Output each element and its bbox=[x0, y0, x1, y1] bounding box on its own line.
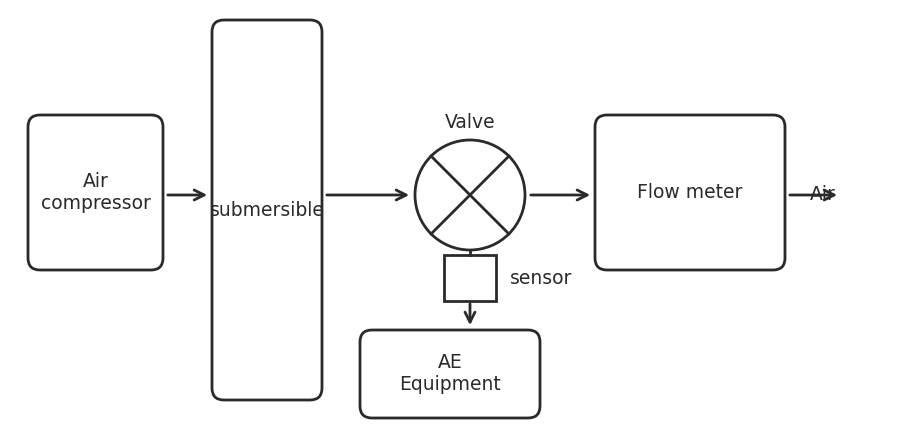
Bar bbox=[443, 255, 496, 301]
Text: AE
Equipment: AE Equipment bbox=[399, 354, 500, 395]
FancyBboxPatch shape bbox=[212, 20, 321, 400]
Text: Flow meter: Flow meter bbox=[637, 183, 742, 202]
FancyBboxPatch shape bbox=[359, 330, 539, 418]
Text: Air
compressor: Air compressor bbox=[41, 172, 150, 213]
Text: sensor: sensor bbox=[509, 269, 572, 287]
Text: Valve: Valve bbox=[444, 114, 495, 132]
FancyBboxPatch shape bbox=[594, 115, 784, 270]
FancyBboxPatch shape bbox=[28, 115, 163, 270]
Text: Air: Air bbox=[809, 185, 835, 204]
Text: submersible: submersible bbox=[209, 201, 324, 220]
Circle shape bbox=[414, 140, 525, 250]
